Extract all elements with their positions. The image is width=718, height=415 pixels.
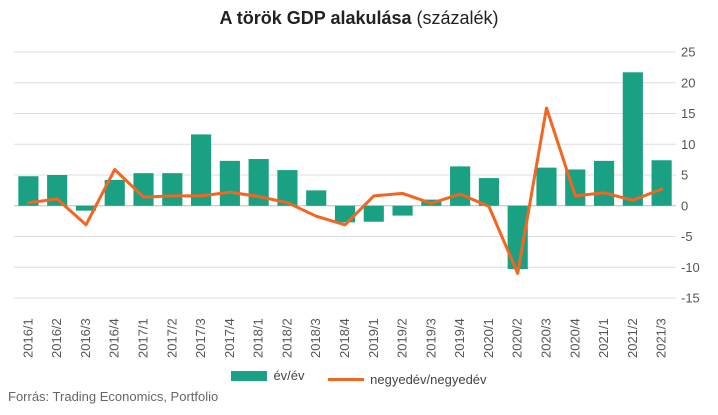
bar <box>478 178 499 206</box>
x-tick-label: 2020/4 <box>567 318 582 358</box>
x-tick-label: 2021/2 <box>625 318 640 358</box>
x-tick-label: 2021/3 <box>654 318 669 358</box>
x-tick-label: 2018/1 <box>251 318 266 358</box>
bar <box>536 167 557 206</box>
legend-label-bar: év/év <box>273 368 305 383</box>
x-tick-label: 2018/2 <box>279 318 294 358</box>
legend-swatch-line <box>328 377 365 381</box>
bar <box>392 205 413 216</box>
source-note: Forrás: Trading Economics, Portfolio <box>8 389 219 404</box>
bar <box>450 166 471 206</box>
legend-swatch-bar <box>231 370 268 381</box>
bar <box>334 205 356 223</box>
y-axis: -15 -10 -5 0 5 10 15 20 25 <box>681 45 700 306</box>
bar <box>47 175 68 206</box>
legend-label-line: negyedév/negyedév <box>370 371 487 387</box>
chart-subtitle: (százalék) <box>416 8 499 28</box>
bar <box>306 190 327 206</box>
x-tick-label: 2016/4 <box>107 318 122 358</box>
bar <box>651 160 672 206</box>
legend-item-line: negyedév/negyedév <box>328 371 487 387</box>
x-tick-label: 2019/4 <box>452 318 467 358</box>
y-tick-label: 25 <box>681 45 695 60</box>
bar <box>248 159 269 206</box>
chart-title: A török GDP alakulása (százalék) <box>0 8 718 29</box>
bar <box>104 179 125 206</box>
bar <box>507 205 528 270</box>
bar <box>219 160 240 206</box>
grid-layer <box>14 51 676 299</box>
x-tick-label: 2021/1 <box>596 318 611 358</box>
line-layer <box>26 106 664 275</box>
bar <box>18 176 39 206</box>
x-tick-label: 2016/2 <box>49 318 64 358</box>
y-tick-label: 5 <box>681 168 688 183</box>
series-line <box>26 106 664 275</box>
x-tick-label: 2017/4 <box>222 318 237 358</box>
y-tick-label: -15 <box>681 291 700 306</box>
y-tick-label: -5 <box>681 229 693 244</box>
x-tick-label: 2017/1 <box>136 318 151 358</box>
x-tick-label: 2017/2 <box>164 318 179 358</box>
bar <box>363 205 384 222</box>
x-tick-label: 2017/3 <box>193 318 208 358</box>
x-tick-label: 2018/3 <box>308 318 323 358</box>
bar <box>277 170 298 206</box>
x-tick-label: 2020/3 <box>538 318 553 358</box>
y-tick-label: -10 <box>681 260 700 275</box>
bar <box>622 72 643 206</box>
x-tick-label: 2019/3 <box>423 318 438 358</box>
x-tick-label: 2020/2 <box>510 318 525 358</box>
y-tick-label: 15 <box>681 106 695 121</box>
bar <box>75 205 97 211</box>
bar <box>593 160 615 206</box>
x-tick-label: 2019/1 <box>366 318 381 358</box>
x-axis: 2016/1 2016/2 2016/3 2016/4 2017/1 2017/2 2017… <box>20 318 668 358</box>
chart-title-main: A török GDP alakulása <box>219 8 412 28</box>
y-tick-label: 20 <box>681 75 695 90</box>
bar-layer <box>18 72 672 270</box>
bar <box>191 134 212 206</box>
bar <box>162 173 183 206</box>
x-tick-label: 2016/1 <box>20 318 35 358</box>
x-tick-label: 2019/2 <box>395 318 410 358</box>
legend-item-bar: év/év <box>231 368 305 383</box>
y-tick-label: 10 <box>681 137 695 152</box>
y-tick-label: 0 <box>681 198 688 213</box>
x-tick-label: 2016/3 <box>78 318 93 358</box>
x-tick-label: 2020/1 <box>481 318 496 358</box>
x-tick-label: 2018/4 <box>337 318 352 358</box>
legend: év/év negyedév/negyedév <box>0 368 718 387</box>
